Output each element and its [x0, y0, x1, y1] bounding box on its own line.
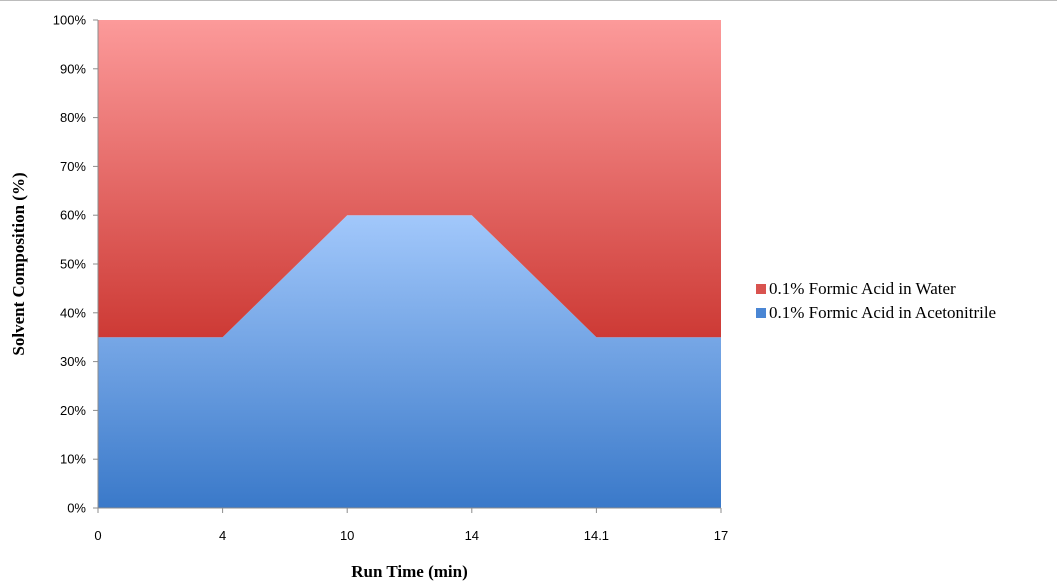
y-tick-label: 100%	[53, 13, 87, 28]
y-tick-label: 0%	[67, 501, 86, 516]
y-tick-label: 20%	[60, 403, 86, 418]
legend-swatch-acetonitrile	[756, 308, 766, 318]
area-acetonitrile	[98, 215, 721, 508]
x-tick-label: 14.1	[584, 528, 609, 543]
legend-label-acetonitrile: 0.1% Formic Acid in Acetonitrile	[769, 303, 997, 322]
y-tick-label: 90%	[60, 61, 86, 76]
axes-group	[93, 19, 722, 513]
x-tick-label: 10	[340, 528, 354, 543]
area-series-group	[98, 20, 721, 508]
y-tick-labels: 0% 10% 20% 30% 40% 50% 60% 70% 80% 90% 100%	[53, 13, 87, 516]
legend-item-water: 0.1% Formic Acid in Water	[756, 277, 996, 301]
x-axis-title: Run Time (min)	[351, 562, 468, 581]
y-tick-label: 60%	[60, 208, 86, 223]
y-tick-label: 70%	[60, 159, 86, 174]
legend-swatch-water	[756, 284, 766, 294]
legend-item-acetonitrile: 0.1% Formic Acid in Acetonitrile	[756, 301, 996, 325]
y-axis-title: Solvent Composition (%)	[9, 172, 28, 355]
x-tick-label: 14	[465, 528, 479, 543]
y-tick-label: 10%	[60, 452, 86, 467]
legend-label-water: 0.1% Formic Acid in Water	[769, 279, 956, 298]
y-tick-label: 80%	[60, 110, 86, 125]
y-tick-label: 40%	[60, 305, 86, 320]
top-border	[0, 0, 1057, 1]
y-tick-label: 30%	[60, 354, 86, 369]
x-tick-label: 17	[714, 528, 728, 543]
legend: 0.1% Formic Acid in Water 0.1% Formic Ac…	[756, 277, 996, 325]
x-tick-label: 4	[219, 528, 226, 543]
x-tick-labels: 0 4 10 14 14.1 17	[94, 528, 728, 543]
area-water	[98, 20, 721, 338]
x-tick-label: 0	[94, 528, 101, 543]
y-tick-label: 50%	[60, 257, 86, 272]
